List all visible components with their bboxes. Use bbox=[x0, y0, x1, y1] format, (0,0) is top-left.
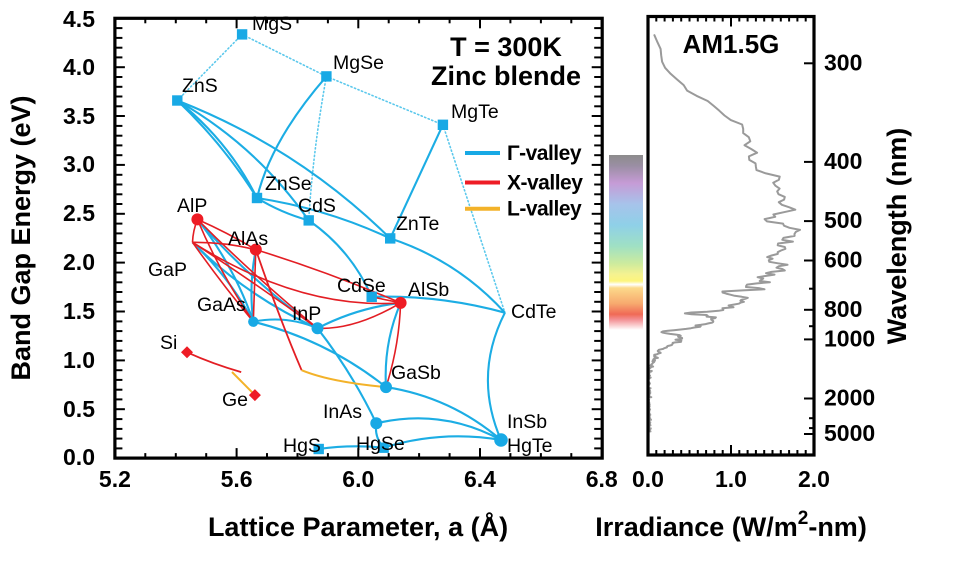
svg-text:0.5: 0.5 bbox=[63, 396, 95, 422]
svg-text:InP: InP bbox=[292, 303, 321, 325]
svg-text:1.0: 1.0 bbox=[63, 347, 95, 373]
svg-text:0.0: 0.0 bbox=[632, 466, 664, 492]
svg-text:CdSe: CdSe bbox=[337, 275, 386, 297]
svg-text:500: 500 bbox=[824, 207, 862, 233]
svg-text:6.0: 6.0 bbox=[342, 466, 374, 492]
svg-text:HgTe: HgTe bbox=[507, 435, 553, 457]
svg-text:600: 600 bbox=[824, 247, 862, 273]
svg-text:5.6: 5.6 bbox=[221, 466, 253, 492]
svg-text:1.0: 1.0 bbox=[715, 466, 747, 492]
svg-text:Lattice Parameter, a (Å): Lattice Parameter, a (Å) bbox=[208, 511, 508, 542]
svg-text:3.0: 3.0 bbox=[63, 151, 95, 177]
svg-text:T = 300K: T = 300K bbox=[450, 32, 562, 62]
svg-text:4.0: 4.0 bbox=[63, 54, 95, 80]
svg-text:Γ-valley: Γ-valley bbox=[507, 142, 582, 165]
svg-text:MgS: MgS bbox=[252, 13, 292, 35]
svg-text:InSb: InSb bbox=[507, 411, 547, 433]
svg-text:MgSe: MgSe bbox=[333, 52, 384, 74]
svg-text:2.0: 2.0 bbox=[798, 466, 830, 492]
svg-text:2.0: 2.0 bbox=[63, 249, 95, 275]
svg-text:6.8: 6.8 bbox=[586, 466, 618, 492]
svg-text:2.5: 2.5 bbox=[63, 200, 95, 226]
svg-text:Ge: Ge bbox=[222, 389, 248, 411]
svg-text:0.0: 0.0 bbox=[63, 444, 95, 470]
svg-text:1.5: 1.5 bbox=[63, 298, 95, 324]
svg-text:AM1.5G: AM1.5G bbox=[683, 29, 780, 59]
svg-text:X-valley: X-valley bbox=[507, 172, 583, 195]
svg-text:Zinc blende: Zinc blende bbox=[431, 61, 581, 91]
svg-text:1000: 1000 bbox=[824, 325, 875, 351]
svg-text:ZnTe: ZnTe bbox=[396, 213, 439, 235]
svg-text:InAs: InAs bbox=[323, 401, 362, 423]
svg-text:AlP: AlP bbox=[177, 195, 207, 217]
svg-text:GaSb: GaSb bbox=[391, 362, 441, 384]
svg-text:AlSb: AlSb bbox=[408, 279, 449, 301]
svg-text:800: 800 bbox=[824, 296, 862, 322]
svg-text:HgSe: HgSe bbox=[356, 433, 405, 455]
svg-text:L-valley: L-valley bbox=[507, 198, 582, 221]
svg-text:MgTe: MgTe bbox=[451, 101, 499, 123]
svg-text:5000: 5000 bbox=[824, 420, 875, 446]
svg-text:HgS: HgS bbox=[283, 435, 321, 457]
svg-text:300: 300 bbox=[824, 49, 862, 75]
svg-text:GaP: GaP bbox=[148, 259, 187, 281]
svg-text:CdS: CdS bbox=[298, 195, 336, 217]
svg-text:6.4: 6.4 bbox=[464, 466, 496, 492]
svg-text:CdTe: CdTe bbox=[511, 301, 557, 323]
svg-text:Irradiance (W/m2-nm): Irradiance (W/m2-nm) bbox=[595, 508, 867, 542]
svg-text:5.2: 5.2 bbox=[99, 466, 131, 492]
svg-text:Band Gap Energy (eV): Band Gap Energy (eV) bbox=[6, 95, 36, 380]
svg-text:Wavelength (nm): Wavelength (nm) bbox=[882, 128, 912, 345]
svg-text:2000: 2000 bbox=[824, 385, 875, 411]
svg-text:3.5: 3.5 bbox=[63, 103, 95, 129]
svg-text:GaAs: GaAs bbox=[197, 294, 246, 316]
svg-text:4.5: 4.5 bbox=[63, 6, 95, 32]
svg-text:AlAs: AlAs bbox=[228, 228, 268, 250]
svg-text:ZnSe: ZnSe bbox=[265, 173, 312, 195]
svg-text:Si: Si bbox=[160, 332, 177, 354]
svg-text:400: 400 bbox=[824, 148, 862, 174]
svg-text:ZnS: ZnS bbox=[182, 75, 218, 97]
